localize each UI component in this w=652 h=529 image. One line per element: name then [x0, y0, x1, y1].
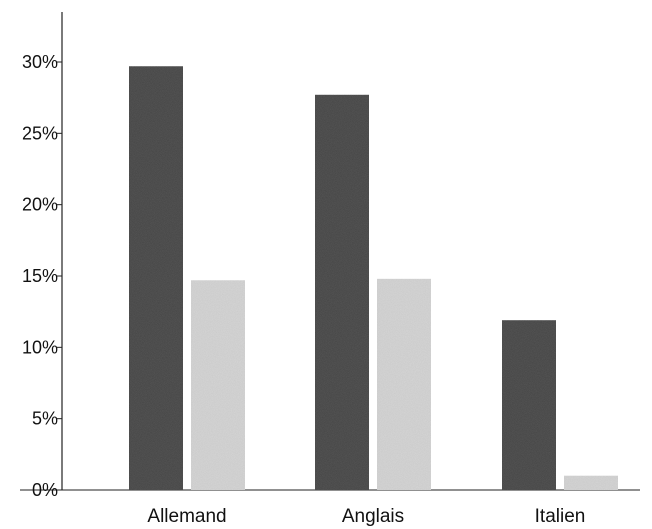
bar-allemand-series-2 — [191, 280, 245, 490]
y-tick-label: 5% — [32, 409, 58, 429]
bar-allemand-series-1 — [129, 66, 183, 490]
bar-anglais-series-2 — [377, 278, 431, 490]
x-category-label: Italien — [535, 506, 586, 527]
x-category-label: Anglais — [342, 506, 404, 527]
bar-italien-series-2 — [564, 475, 618, 490]
x-category-label: Allemand — [147, 506, 226, 527]
y-tick-label: 0% — [32, 480, 58, 500]
y-tick-label: 10% — [22, 337, 58, 357]
y-tick-label: 20% — [22, 195, 58, 215]
bar-anglais-series-1 — [315, 94, 369, 491]
bar-italien-series-1 — [502, 320, 556, 490]
y-tick-label: 15% — [22, 266, 58, 286]
y-tick-label: 30% — [22, 52, 58, 72]
y-tick-label: 25% — [22, 123, 58, 143]
